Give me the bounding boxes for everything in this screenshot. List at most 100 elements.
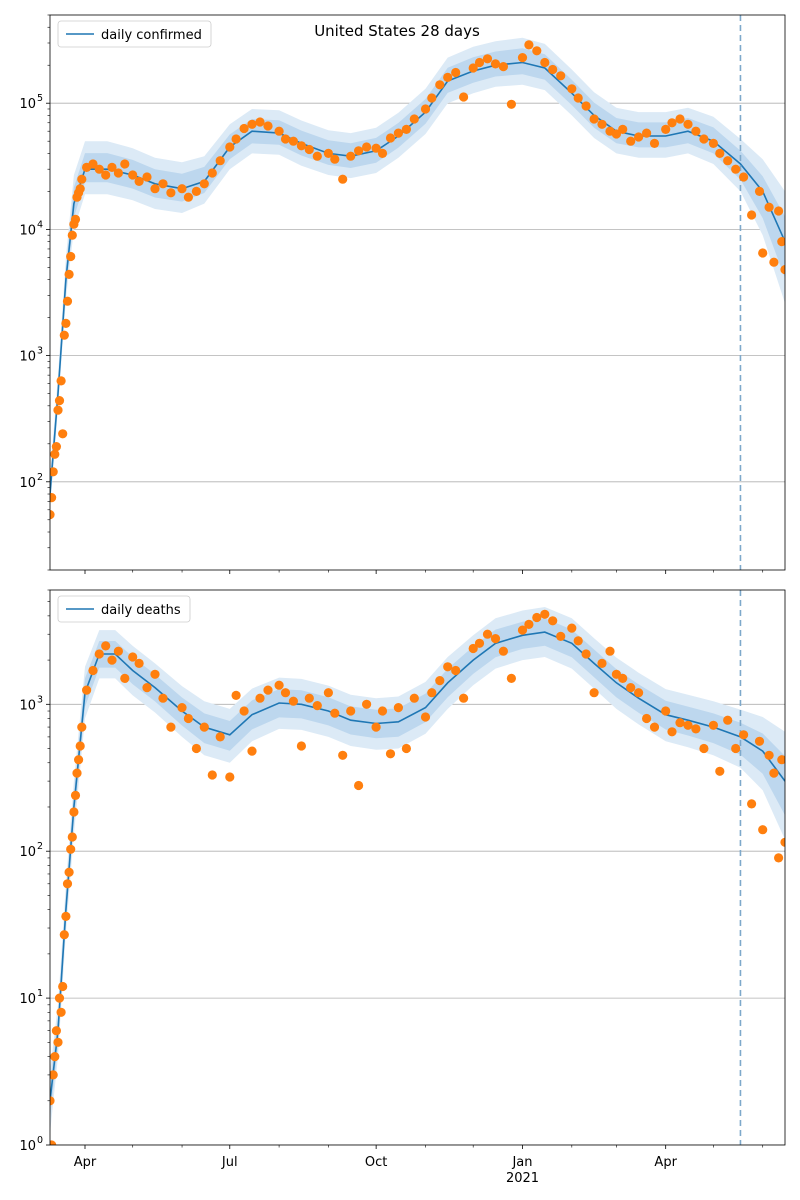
x-tick-label: Jul — [221, 1155, 238, 1170]
data-point — [780, 837, 785, 847]
data-point — [158, 179, 168, 189]
y-tick-exponent: 0 — [37, 1135, 43, 1146]
data-point — [150, 184, 160, 194]
data-point — [675, 114, 685, 124]
data-point — [74, 755, 84, 765]
data-point — [573, 636, 583, 646]
data-point — [239, 706, 249, 716]
data-point — [747, 799, 757, 809]
data-point — [581, 101, 591, 111]
data-point — [769, 257, 779, 267]
data-point — [75, 184, 85, 194]
data-point — [207, 770, 217, 780]
data-point — [774, 206, 784, 216]
data-point — [66, 251, 76, 262]
data-point — [50, 1140, 57, 1145]
data-point — [166, 188, 176, 198]
data-point — [589, 114, 599, 124]
data-point — [107, 162, 117, 172]
data-point — [474, 57, 485, 68]
y-tick-label: 10 — [19, 476, 36, 491]
data-point — [53, 405, 63, 415]
data-point — [50, 1070, 58, 1080]
data-point — [758, 248, 768, 258]
data-point — [490, 59, 501, 69]
data-point — [70, 214, 81, 224]
legend-label: daily deaths — [101, 603, 181, 618]
data-point — [255, 117, 265, 127]
data-point — [715, 766, 725, 776]
data-point — [280, 688, 291, 698]
data-point — [548, 616, 558, 626]
y-tick-label: 10 — [19, 350, 36, 365]
data-point — [94, 164, 104, 174]
data-point — [72, 768, 82, 778]
axes-frame — [49, 14, 786, 571]
data-point — [401, 124, 411, 134]
data-point — [567, 623, 577, 633]
data-point — [61, 318, 71, 328]
data-point — [409, 693, 419, 703]
data-point — [101, 641, 111, 651]
legend-box — [57, 20, 212, 48]
data-point — [393, 703, 403, 713]
data-point — [548, 64, 558, 75]
data-point — [626, 683, 636, 693]
data-point — [691, 724, 701, 734]
plot-area — [50, 590, 785, 1145]
data-point — [62, 879, 73, 889]
data-point — [371, 143, 381, 153]
data-point — [667, 118, 677, 128]
data-point — [581, 649, 591, 659]
data-point — [385, 133, 396, 143]
data-point — [354, 780, 364, 791]
data-point — [482, 54, 493, 64]
data-point — [61, 911, 71, 922]
data-point — [183, 713, 193, 724]
data-point — [207, 168, 217, 178]
data-point — [780, 265, 785, 275]
data-point — [66, 844, 76, 854]
data-point — [199, 722, 209, 732]
data-point — [183, 192, 193, 202]
data-point — [731, 743, 741, 754]
data-point — [231, 690, 241, 701]
data-point — [556, 631, 566, 642]
data-point — [498, 646, 508, 656]
data-point — [435, 676, 445, 686]
data-point — [661, 124, 671, 134]
data-point — [443, 72, 453, 82]
data-point — [82, 685, 92, 695]
data-point — [675, 718, 685, 728]
y-tick-exponent: 3 — [37, 346, 43, 357]
plot-area — [50, 15, 785, 570]
data-point — [177, 184, 187, 194]
figure-title: United States 28 days — [314, 22, 480, 40]
data-point — [371, 722, 381, 732]
data-point — [330, 154, 340, 164]
data-point — [754, 186, 765, 196]
data-point — [56, 1007, 66, 1017]
data-point — [67, 230, 77, 240]
data-point — [556, 71, 566, 81]
data-point — [215, 156, 225, 166]
data-point — [225, 142, 235, 152]
data-point — [777, 237, 785, 247]
data-point — [58, 429, 68, 439]
data-point — [683, 720, 693, 730]
data-point — [747, 210, 757, 220]
y-tick-label: 10 — [19, 845, 36, 860]
data-point — [667, 727, 677, 737]
data-point — [101, 170, 111, 180]
data-point — [642, 128, 652, 138]
data-point — [626, 136, 636, 146]
data-point — [88, 159, 98, 169]
data-point — [517, 53, 528, 63]
data-point — [468, 643, 478, 654]
data-point — [605, 646, 615, 656]
data-point — [427, 688, 437, 698]
data-point — [532, 612, 542, 623]
y-tick-exponent: 3 — [37, 694, 43, 705]
